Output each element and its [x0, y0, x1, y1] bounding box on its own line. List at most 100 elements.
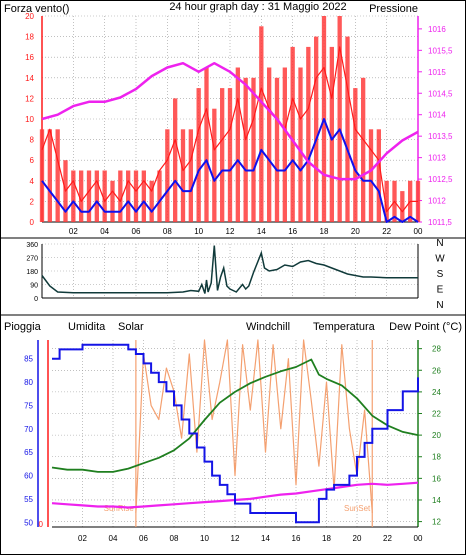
top-y-right-tick-8: 1015,5 [428, 46, 453, 55]
gust-bar-9 [110, 180, 115, 222]
hum-y-tick-6: 80 [24, 378, 33, 387]
gust-bar-1 [47, 129, 52, 222]
gust-bar-42 [368, 129, 374, 222]
top-chart-axes: 024681012141618201011,510121012,51013101… [25, 12, 453, 236]
top-x-tick-1: 04 [100, 227, 109, 236]
direction-chart-grid [42, 243, 419, 299]
gust-bar-38 [337, 16, 342, 222]
gust-bar-34 [306, 46, 311, 223]
top-y-right-tick-9: 1016 [428, 25, 446, 34]
temp-y-tick-1: 14 [432, 496, 441, 505]
bottom-chart-grid [52, 340, 419, 527]
top-x-tick-5: 12 [226, 227, 235, 236]
gust-bar-19 [188, 129, 193, 222]
gust-bar-7 [94, 170, 99, 222]
bot-x-tick-1: 04 [109, 534, 118, 543]
top-y-left-tick-7: 14 [25, 74, 34, 83]
gust-bar-24 [227, 88, 233, 222]
top-x-tick-9: 20 [351, 227, 360, 236]
gust-bar-32 [290, 46, 295, 223]
gust-bar-18 [180, 129, 186, 222]
gust-bar-44 [384, 180, 389, 222]
dir-y-tick-0: 0 [34, 296, 38, 303]
gust-bar-39 [345, 36, 350, 222]
dir-y-tick-1: 90 [30, 283, 38, 290]
top-y-right-tick-4: 1013,5 [428, 132, 453, 141]
temp-y-tick-6: 24 [432, 388, 441, 397]
gust-bar-16 [165, 129, 170, 222]
gust-bar-13 [141, 170, 146, 222]
gust-bar-37 [329, 46, 334, 223]
gust-bar-43 [376, 129, 381, 222]
gust-bar-10 [118, 170, 123, 222]
top-y-left-tick-3: 6 [30, 156, 35, 165]
bot-x-tick-11: 00 [414, 534, 423, 543]
top-y-left-tick-2: 4 [30, 177, 35, 186]
gust-bar-27 [251, 77, 256, 222]
wind-speed-label: Forza vento() [4, 3, 69, 15]
sunrise-label: SunRise [104, 504, 135, 513]
bottom-chart-axes: 12 14 16 18 20 22 24 26 28 50 55 60 65 70 75 80 85 0 02 04 0… [24, 340, 441, 543]
top-x-tick-10: 22 [382, 227, 391, 236]
gust-bar-25 [235, 67, 240, 222]
rain-label: Pioggia [4, 321, 42, 333]
gust-bar-46 [400, 191, 405, 222]
gust-bar-12 [133, 170, 139, 222]
temp-y-tick-8: 28 [432, 345, 441, 354]
gust-bar-30 [274, 77, 280, 222]
gust-bar-26 [243, 77, 248, 222]
top-x-tick-7: 16 [288, 227, 297, 236]
wind-speed-line [41, 46, 418, 213]
top-y-left-tick-1: 2 [30, 197, 35, 206]
bot-x-tick-5: 12 [231, 534, 240, 543]
temp-y-tick-2: 16 [432, 474, 441, 483]
pressure-line [41, 61, 419, 181]
top-y-left-tick-4: 8 [30, 136, 35, 145]
top-x-tick-6: 14 [257, 227, 266, 236]
top-y-right-tick-2: 1012,5 [428, 175, 453, 184]
dir-compass-label-3: E [437, 285, 444, 296]
bot-x-tick-0: 02 [78, 534, 87, 543]
gust-bar-40 [353, 88, 358, 222]
top-y-left-tick-10: 20 [25, 12, 34, 21]
top-x-tick-11: 00 [414, 227, 423, 236]
windchill-label: Windchill [246, 321, 290, 333]
top-y-right-tick-0: 1011,5 [428, 218, 452, 227]
top-x-tick-0: 02 [69, 227, 78, 236]
bot-x-tick-8: 18 [322, 534, 331, 543]
dir-y-tick-3: 270 [26, 256, 38, 263]
top-x-tick-4: 10 [194, 227, 203, 236]
bot-x-tick-6: 14 [261, 534, 270, 543]
temp-y-tick-0: 12 [432, 518, 441, 527]
gust-bar-41 [361, 77, 366, 222]
chart-title: 24 hour graph day : 31 Maggio 2022 [169, 1, 346, 13]
top-x-tick-3: 08 [163, 227, 172, 236]
gust-bar-29 [267, 67, 272, 222]
gust-bar-4 [71, 170, 76, 222]
temp-y-tick-7: 26 [432, 366, 441, 375]
humidity-line [52, 343, 419, 524]
bottom-chart-series: SunRise SunSet [51, 339, 419, 527]
gust-bar-21 [204, 67, 209, 222]
bot-x-tick-2: 06 [139, 534, 148, 543]
top-chart-series [39, 16, 421, 223]
hum-y-tick-4: 70 [24, 425, 33, 434]
gust-bar-28 [259, 26, 264, 222]
top-y-left-tick-5: 10 [25, 115, 34, 124]
gust-bar-23 [220, 88, 225, 222]
temp-y-tick-4: 20 [432, 431, 441, 440]
top-y-left-tick-0: 0 [30, 218, 35, 227]
direction-chart-series [41, 245, 418, 294]
gust-bar-31 [282, 67, 287, 222]
bot-x-tick-3: 08 [170, 534, 179, 543]
humidity-label: Umidita [68, 321, 106, 333]
top-y-right-tick-1: 1012 [428, 197, 446, 206]
dir-compass-label-0: N [436, 238, 443, 249]
dew-point-label: Dew Point (°C) [389, 321, 462, 333]
bot-x-tick-7: 16 [292, 534, 301, 543]
top-y-left-tick-8: 16 [25, 53, 34, 62]
gust-bar-8 [102, 170, 107, 222]
